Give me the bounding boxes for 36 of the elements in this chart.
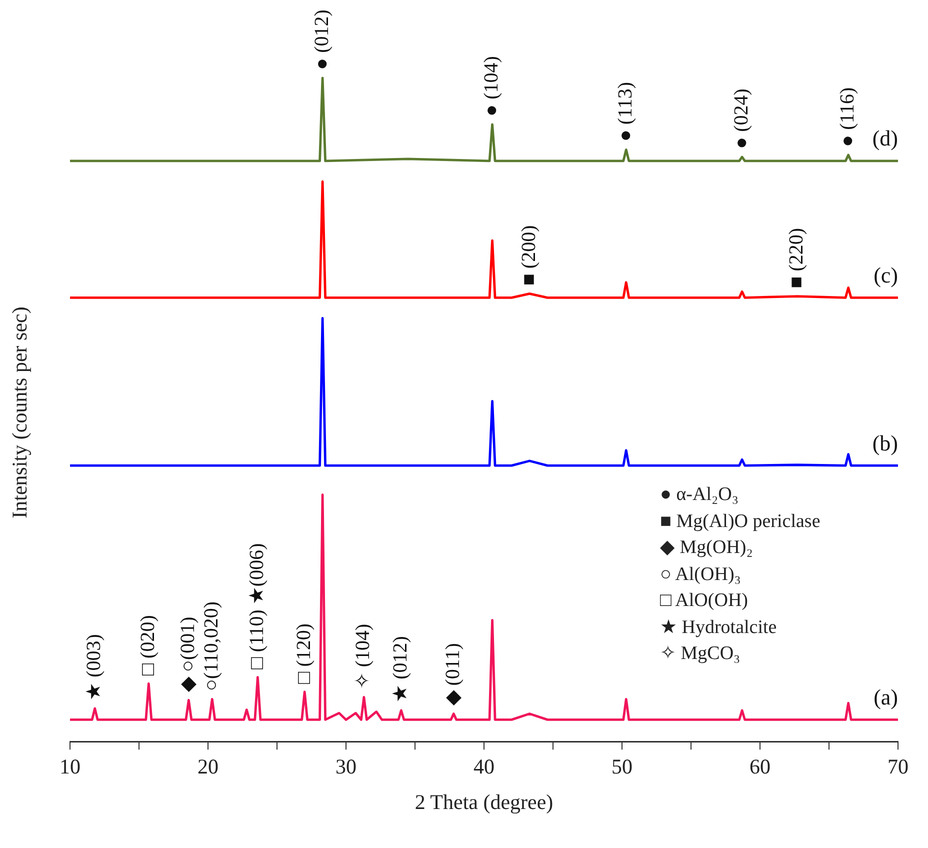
x-tick-label: 10 bbox=[60, 754, 80, 779]
x-tick-label: 70 bbox=[888, 754, 908, 779]
x-tick-label: 20 bbox=[198, 754, 218, 779]
x-axis-title: 2 Theta (degree) bbox=[414, 790, 554, 814]
annotation: ● (116) bbox=[836, 87, 859, 147]
annotation: ● α-Al₂O₃ bbox=[660, 483, 740, 507]
annotation: ● (024) bbox=[730, 88, 752, 149]
annotation: ★ (003) bbox=[83, 634, 106, 700]
series-label: (d) bbox=[872, 126, 898, 151]
annotation: ○(110,020) bbox=[200, 601, 222, 692]
annotation: ◆ (011) bbox=[442, 643, 464, 706]
annotation: □ (110) ★(006) bbox=[246, 543, 268, 670]
annotation: ★ Hydrotalcite bbox=[660, 616, 778, 640]
x-tick-label: 40 bbox=[474, 754, 494, 779]
annotation: ● (113) bbox=[614, 82, 636, 142]
annotation: □ (120) bbox=[292, 623, 315, 684]
series-label: (c) bbox=[874, 262, 898, 288]
annotation: ■ Mg(Al)O periclase bbox=[660, 510, 820, 534]
x-tick-label: 30 bbox=[336, 754, 356, 779]
annotation: □ AlO(OH) bbox=[660, 589, 749, 613]
annotation: ○ Al(OH)₃ bbox=[660, 562, 742, 586]
x-tick-label: 60 bbox=[750, 754, 770, 779]
y-axis-title: Intensity (counts per sec) bbox=[8, 306, 32, 520]
annotation: ✧ MgCO₃ bbox=[660, 642, 742, 666]
annotation: □ (020) bbox=[136, 615, 159, 676]
x-tick-label: 50 bbox=[612, 754, 632, 779]
series-label: (b) bbox=[872, 430, 898, 456]
annotation: ■ (220) bbox=[786, 228, 808, 288]
annotation: ■ (200) bbox=[518, 225, 540, 286]
annotation: ✧ (104) bbox=[352, 624, 374, 690]
annotation: ★ (012) bbox=[389, 636, 412, 702]
annotation: ◆ ○(001) bbox=[176, 616, 199, 692]
annotation: ◆ Mg(OH)₂ bbox=[660, 536, 754, 560]
series-label: (a) bbox=[874, 684, 898, 710]
annotation: ● (104) bbox=[480, 56, 503, 116]
annotation: ● (012) bbox=[310, 10, 333, 70]
